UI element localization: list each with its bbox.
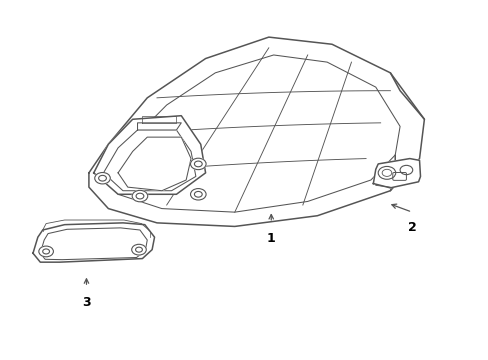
Circle shape bbox=[131, 244, 146, 255]
Text: 2: 2 bbox=[407, 221, 416, 234]
Polygon shape bbox=[137, 123, 181, 130]
Polygon shape bbox=[372, 158, 420, 188]
Polygon shape bbox=[94, 116, 205, 194]
Text: 1: 1 bbox=[266, 232, 275, 245]
Circle shape bbox=[39, 246, 53, 257]
Circle shape bbox=[95, 172, 110, 184]
Polygon shape bbox=[89, 37, 424, 226]
Circle shape bbox=[190, 158, 205, 170]
Text: 3: 3 bbox=[82, 296, 91, 309]
Circle shape bbox=[132, 190, 147, 202]
Circle shape bbox=[377, 166, 395, 179]
Polygon shape bbox=[118, 137, 191, 191]
Circle shape bbox=[190, 189, 205, 200]
Polygon shape bbox=[33, 223, 154, 262]
FancyBboxPatch shape bbox=[392, 172, 406, 180]
Circle shape bbox=[399, 165, 412, 175]
